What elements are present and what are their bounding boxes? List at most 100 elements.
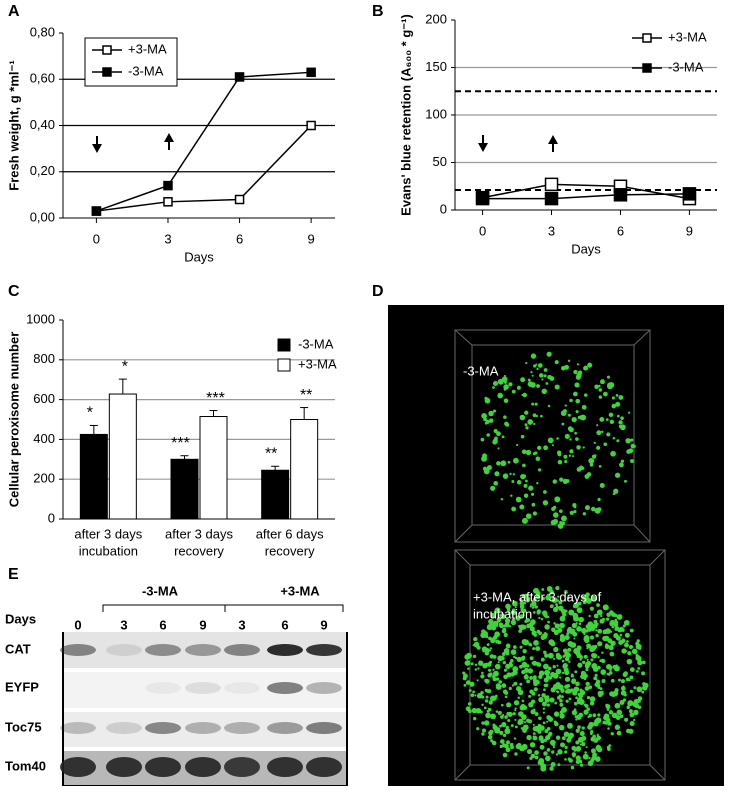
fluorescent-spot	[614, 472, 621, 478]
panel-letter: B	[372, 3, 384, 20]
fluorescent-spot	[555, 753, 559, 756]
fluorescent-spot	[616, 709, 623, 716]
fluorescent-spot	[547, 404, 551, 408]
legend-label: +3-MA	[298, 356, 337, 371]
fluorescent-spot	[520, 434, 525, 439]
fluorescent-spot	[526, 749, 533, 755]
fluorescent-spot	[552, 672, 559, 679]
fluorescent-spot	[624, 632, 630, 638]
fluorescent-spot	[527, 378, 531, 382]
fluorescent-spot	[619, 462, 624, 468]
fluorescent-spot	[571, 679, 576, 684]
y-tick-label: 200	[425, 11, 447, 26]
fluorescent-spot	[491, 740, 497, 746]
fluorescent-spot	[540, 618, 544, 621]
fluorescent-spot	[497, 392, 503, 399]
fluorescent-spot	[525, 426, 529, 430]
fluorescent-spot	[585, 746, 588, 749]
fluorescent-spot	[607, 727, 610, 730]
fluorescent-spot	[551, 439, 554, 442]
fluorescent-spot	[598, 736, 602, 740]
fluorescent-spot	[562, 654, 566, 658]
fluorescent-spot	[534, 605, 538, 609]
fluorescent-spot	[556, 690, 560, 694]
fluorescent-spot	[522, 474, 527, 478]
blot-band	[224, 682, 260, 694]
fluorescent-spot	[574, 648, 578, 652]
y-tick-label: 1000	[26, 311, 55, 326]
fluorescent-spot	[564, 684, 569, 689]
fluorescent-spot	[575, 718, 578, 721]
blot-band	[224, 757, 260, 777]
fluorescent-spot	[538, 373, 544, 378]
fluorescent-spot	[543, 663, 549, 670]
fluorescent-spot	[520, 377, 526, 383]
fluorescent-spot	[504, 715, 508, 719]
fluorescent-spot	[552, 479, 558, 484]
y-tick-label: 0,60	[30, 71, 55, 86]
fluorescent-spot	[618, 420, 623, 425]
fluorescent-spot	[568, 454, 572, 457]
panel-letter: E	[8, 566, 19, 583]
fluorescent-spot	[608, 744, 612, 748]
fluorescent-spot	[603, 635, 610, 642]
row-label: Tom40	[5, 758, 46, 773]
fluorescent-spot	[561, 736, 566, 741]
fluorescent-spot	[543, 751, 548, 756]
fluorescent-spot	[595, 756, 601, 762]
fluorescent-spot	[500, 656, 505, 661]
fluorescent-spot	[573, 509, 577, 514]
fluorescent-spot	[585, 681, 590, 686]
fluorescent-spot	[501, 435, 505, 439]
fluorescent-spot	[573, 369, 578, 375]
fluorescent-spot	[594, 682, 600, 687]
fluorescent-spot	[577, 370, 583, 375]
fluorescent-spot	[559, 615, 566, 622]
y-tick-label: 50	[433, 154, 447, 169]
fluorescent-spot	[605, 418, 609, 421]
fluorescent-spot	[504, 728, 511, 735]
fluorescent-spot	[627, 703, 630, 706]
fluorescent-spot	[556, 450, 562, 455]
fluorescent-spot	[531, 630, 537, 636]
blot-band	[224, 644, 260, 656]
fluorescent-spot	[620, 690, 627, 696]
fluorescent-spot	[539, 744, 545, 750]
fluorescent-spot	[611, 712, 618, 719]
fluorescent-spot	[482, 466, 488, 471]
fluorescent-spot	[591, 748, 596, 754]
fluorescent-spot	[610, 732, 614, 736]
fluorescent-spot	[530, 371, 533, 374]
fluorescent-spot	[556, 664, 559, 667]
marker	[91, 206, 102, 216]
fluorescent-spot	[530, 753, 536, 759]
fluorescent-spot	[542, 711, 545, 714]
blot-band	[267, 682, 303, 694]
fluorescent-spot	[570, 674, 574, 678]
fluorescent-spot	[586, 707, 590, 711]
fluorescent-spot	[637, 667, 641, 670]
fluorescent-spot	[551, 506, 556, 512]
fluorescent-spot	[559, 702, 564, 707]
fluorescent-spot	[581, 628, 585, 632]
fluorescent-spot	[616, 730, 622, 736]
fluorescent-spot	[559, 520, 563, 524]
fluorescent-spot	[519, 600, 525, 606]
fluorescent-spot	[492, 669, 495, 672]
fluorescent-spot	[571, 709, 578, 716]
fluorescent-spot	[558, 724, 565, 731]
fluorescent-spot	[536, 384, 540, 388]
fluorescent-spot	[484, 396, 488, 400]
fluorescent-spot	[593, 441, 596, 445]
fluorescent-spot	[635, 641, 640, 646]
fluorescent-spot	[507, 608, 511, 612]
fluorescent-spot	[591, 755, 597, 761]
fluorescent-spot	[510, 494, 513, 497]
marker	[234, 194, 245, 205]
fluorescent-spot	[500, 715, 504, 719]
fluorescent-spot	[564, 690, 569, 694]
fluorescent-spot	[596, 430, 602, 436]
fluorescent-spot	[589, 462, 594, 467]
fluorescent-spot	[481, 703, 484, 707]
fluorescent-spot	[608, 671, 613, 675]
